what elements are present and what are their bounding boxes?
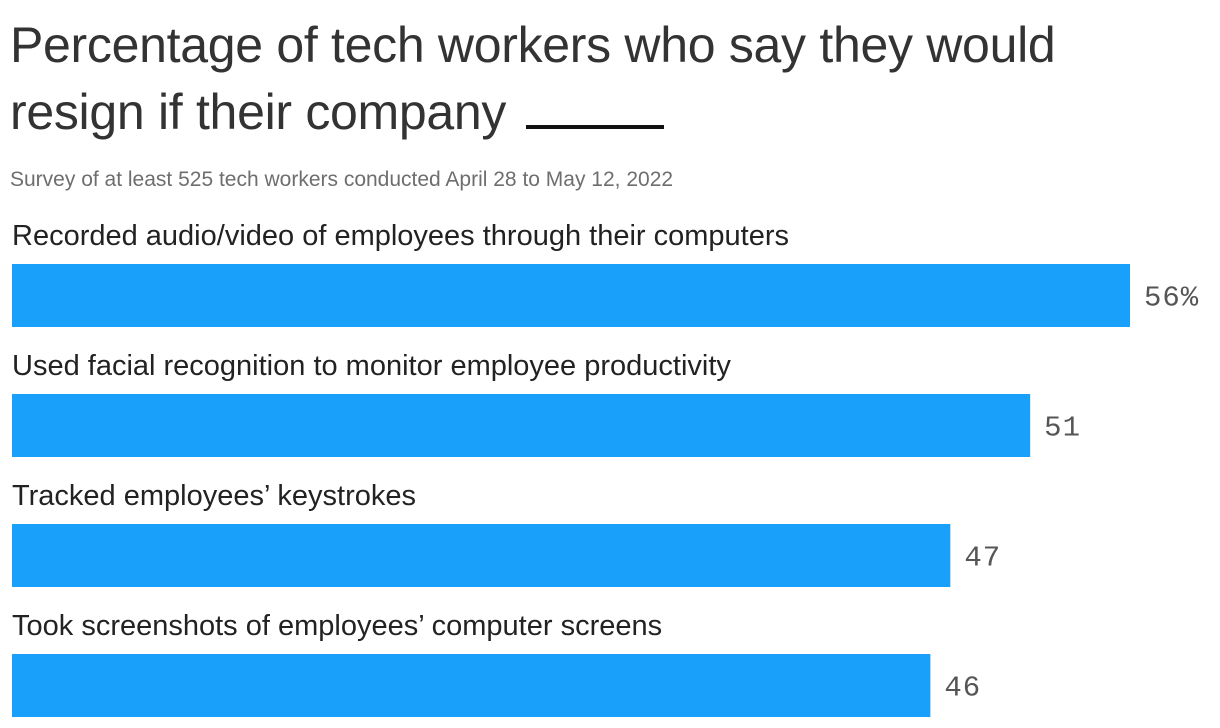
bar	[12, 654, 931, 717]
bar	[12, 524, 951, 587]
value-label: 56%	[1144, 282, 1199, 315]
category-label: Took screenshots of employees’ computer …	[12, 610, 662, 642]
value-label: 47	[964, 542, 1001, 575]
chart-subtitle: Survey of at least 525 tech workers cond…	[10, 168, 674, 191]
bar	[12, 394, 1031, 457]
value-label: 46	[944, 672, 981, 705]
chart-title: Percentage of tech workers who say they …	[10, 12, 1200, 146]
chart-title-text: Percentage of tech workers who say they …	[10, 17, 1056, 140]
category-label: Used facial recognition to monitor emplo…	[12, 350, 731, 382]
value-label: 51	[1044, 412, 1081, 445]
title-blank-underline	[525, 81, 664, 129]
category-label: Recorded audio/video of employees throug…	[12, 220, 789, 252]
bar	[12, 264, 1130, 327]
category-label: Tracked employees’ keystrokes	[12, 480, 416, 512]
